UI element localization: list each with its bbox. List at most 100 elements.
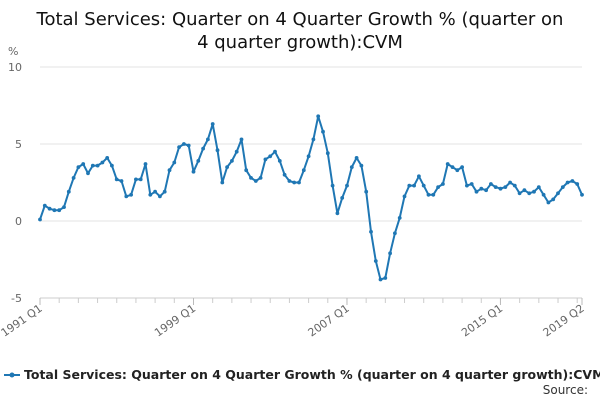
data-point[interactable] [556,191,560,196]
data-point[interactable] [551,197,556,202]
data-point[interactable] [527,191,532,196]
data-point[interactable] [359,163,364,168]
data-point[interactable] [234,149,239,154]
data-point[interactable] [177,145,182,150]
data-point[interactable] [412,183,416,188]
data-point[interactable] [215,148,220,153]
data-point[interactable] [206,137,210,142]
data-point[interactable] [484,188,488,193]
data-point[interactable] [273,149,277,154]
data-point[interactable] [465,183,469,188]
data-point[interactable] [455,168,460,173]
data-point[interactable] [42,203,47,208]
data-point[interactable] [340,196,345,200]
data-point[interactable] [402,194,407,199]
data-point[interactable] [565,180,570,185]
data-point[interactable] [158,194,162,199]
data-point[interactable] [100,160,105,165]
data-point[interactable] [460,165,464,170]
data-point[interactable] [388,251,392,256]
data-point[interactable] [421,183,426,188]
data-point[interactable] [110,163,114,168]
data-point[interactable] [239,137,244,142]
data-point[interactable] [143,162,148,166]
data-point[interactable] [47,206,52,211]
data-point[interactable] [474,189,479,194]
data-point[interactable] [114,177,119,182]
data-point[interactable] [373,259,378,263]
data-point[interactable] [297,180,301,185]
data-point[interactable] [426,192,431,197]
data-point[interactable] [417,174,421,179]
data-point[interactable] [532,189,536,194]
data-point[interactable] [383,276,388,280]
data-point[interactable] [445,162,450,166]
legend[interactable]: Total Services: Quarter on 4 Quarter Gro… [4,367,600,382]
data-point[interactable] [186,143,191,148]
data-point[interactable] [225,165,230,170]
data-point[interactable] [503,185,508,190]
data-point[interactable] [172,160,177,165]
data-point[interactable] [263,157,268,162]
data-point[interactable] [277,159,282,163]
data-point[interactable] [258,176,263,180]
data-point[interactable] [244,168,249,173]
data-point[interactable] [95,163,100,168]
data-point[interactable] [560,185,565,190]
data-point[interactable] [393,231,397,236]
data-point[interactable] [479,186,484,191]
data-point[interactable] [441,182,445,186]
data-point[interactable] [66,189,71,194]
data-point[interactable] [253,179,258,183]
data-point[interactable] [196,159,201,163]
data-point[interactable] [148,192,153,197]
data-point[interactable] [134,177,138,182]
data-point[interactable] [86,171,90,176]
data-point[interactable] [536,185,541,190]
data-point[interactable] [124,194,129,199]
data-point[interactable] [316,114,321,119]
data-point[interactable] [210,122,215,126]
data-point[interactable] [397,216,402,220]
data-point[interactable] [129,192,134,197]
data-point[interactable] [321,129,325,134]
data-point[interactable] [493,185,498,190]
data-point[interactable] [268,154,273,159]
data-point[interactable] [330,183,335,188]
data-point[interactable] [292,180,297,185]
data-point[interactable] [575,182,580,186]
data-point[interactable] [469,182,474,186]
data-point[interactable] [349,165,354,170]
data-point[interactable] [325,151,330,156]
data-point[interactable] [541,192,546,197]
data-point[interactable] [407,183,412,188]
data-point[interactable] [81,162,86,166]
data-point[interactable] [345,183,349,188]
data-point[interactable] [517,191,522,196]
data-point[interactable] [167,168,172,173]
data-point[interactable] [498,186,503,191]
data-point[interactable] [230,159,234,163]
data-point[interactable] [38,217,42,222]
data-point[interactable] [249,176,253,180]
data-point[interactable] [220,180,225,185]
data-point[interactable] [450,165,455,170]
data-point[interactable] [580,192,584,197]
data-point[interactable] [119,179,124,183]
data-point[interactable] [182,142,186,146]
data-point[interactable] [191,169,196,174]
data-point[interactable] [52,208,57,213]
data-point[interactable] [162,189,167,194]
data-point[interactable] [76,165,81,170]
data-point[interactable] [369,229,373,234]
data-point[interactable] [306,154,311,159]
data-point[interactable] [71,176,76,180]
data-point[interactable] [378,277,383,282]
data-point[interactable] [431,192,436,197]
data-point[interactable] [138,177,143,182]
data-point[interactable] [105,156,110,160]
data-point[interactable] [489,182,493,186]
data-point[interactable] [546,200,551,205]
data-point[interactable] [282,172,287,177]
data-point[interactable] [512,183,517,188]
